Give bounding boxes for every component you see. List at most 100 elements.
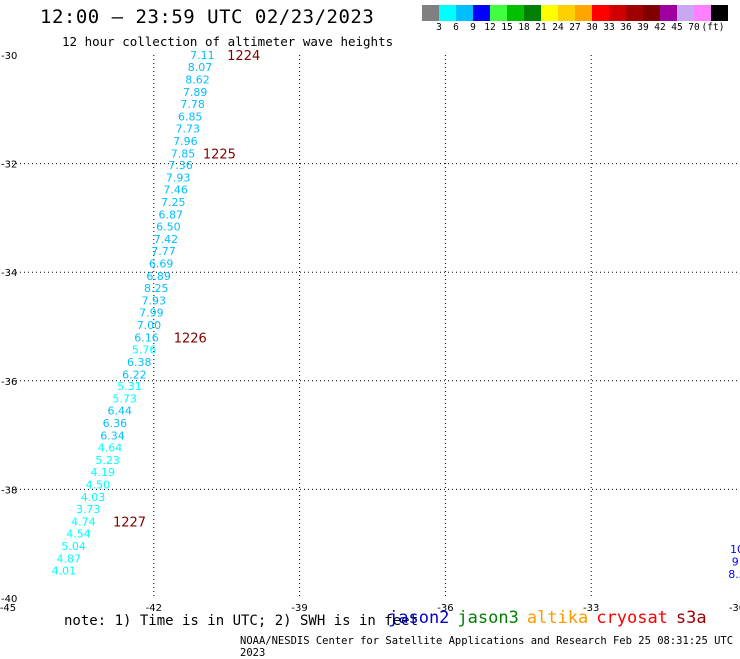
legend-entry-altika: altika: [526, 608, 589, 628]
wave-height-label: 4.54: [66, 527, 91, 540]
wave-height-label: 7.11: [190, 49, 215, 62]
wave-height-label: 4.03: [81, 491, 106, 504]
wave-height-label: 6.16: [134, 331, 159, 344]
color-scale-label: 42: [654, 22, 666, 33]
color-scale-labels: 3 6 9 12 15 18 21 24 27 30 33 36 39 42 45 70 (ft): [422, 22, 740, 34]
wave-height-label: 4.74: [71, 515, 96, 528]
wave-height-label: 5.76: [132, 343, 157, 356]
color-swatch: [711, 5, 728, 21]
color-scale-label: 24: [552, 22, 564, 33]
wave-height-label: 8.25: [144, 282, 169, 295]
color-swatch: [592, 5, 609, 21]
color-scale-label: 6: [453, 22, 459, 33]
color-scale-label: 27: [569, 22, 581, 33]
x-tick-label: -45: [0, 603, 16, 614]
y-tick-label: -38: [1, 485, 17, 496]
wave-height-label: 6.69: [149, 258, 174, 271]
color-scale-label: 9: [470, 22, 476, 33]
y-tick-label: -32: [1, 160, 17, 171]
wave-height-label: 8.62: [185, 73, 210, 86]
legend-entry-jason2: jason2: [388, 608, 450, 628]
wave-height-label: 6.22: [122, 368, 147, 381]
wave-height-label: 7.89: [183, 86, 208, 99]
wave-height-label: 7.25: [161, 196, 186, 209]
credit-line: NOAA/NESDIS Center for Satellite Applica…: [240, 635, 734, 659]
units-note: note: 1) Time is in UTC; 2) SWH is in fe…: [64, 613, 419, 629]
wave-height-label: 6.38: [127, 356, 152, 369]
x-tick-label: -30: [729, 603, 740, 614]
color-swatch: [422, 5, 439, 21]
wave-height-label: 7.99: [139, 306, 164, 319]
color-swatch: [456, 5, 473, 21]
color-scale-unit: (ft): [701, 22, 725, 33]
wave-height-label: 10: [730, 543, 740, 556]
color-scale-label: 30: [586, 22, 598, 33]
wave-height-label: 7.00: [137, 319, 162, 332]
color-scale-label: 33: [603, 22, 615, 33]
color-swatch: [541, 5, 558, 21]
chart-subtitle: 12 hour collection of altimeter wave hei…: [62, 34, 394, 49]
color-swatch: [660, 5, 677, 21]
color-scale-label: 15: [501, 22, 513, 33]
legend-entry-jason3: jason3: [457, 608, 519, 628]
wave-height-label: 7.78: [180, 98, 205, 111]
wave-height-label: 7.77: [151, 245, 176, 258]
legend-entry-s3a: s3a: [675, 608, 707, 628]
wave-height-label: 6.50: [156, 221, 181, 234]
wave-height-label: 6.89: [146, 270, 171, 283]
color-swatch: [524, 5, 541, 21]
color-swatch: [507, 5, 524, 21]
time-label: 1225: [203, 147, 236, 162]
wave-height-label: 7.42: [154, 233, 179, 246]
color-swatch: [626, 5, 643, 21]
wave-height-label: 6.87: [159, 209, 184, 222]
satellite-legend: jason2 jason3 altika cryosat s3a: [388, 608, 715, 628]
color-swatch: [490, 5, 507, 21]
color-scale-label: 21: [535, 22, 547, 33]
color-scale-label: 36: [620, 22, 632, 33]
color-scale-label: 39: [637, 22, 649, 33]
wave-height-label: 7.46: [163, 184, 188, 197]
color-scale-label: 45: [671, 22, 683, 33]
y-tick-label: -34: [1, 268, 17, 279]
color-scale-label: 12: [484, 22, 496, 33]
wave-height-label: 6.34: [100, 430, 125, 443]
wave-height-label: 5.31: [117, 380, 142, 393]
x-tick-label: -33: [583, 603, 599, 614]
wave-height-label: 6.44: [108, 405, 133, 418]
x-tick-label: -36: [437, 603, 453, 614]
time-label: 1227: [113, 515, 146, 530]
wave-height-label: 5.73: [112, 393, 137, 406]
time-label: 1226: [174, 331, 207, 346]
x-tick-label: -39: [291, 603, 307, 614]
wave-height-label: 4.64: [98, 442, 123, 455]
wave-height-label: 7.96: [173, 135, 198, 148]
wave-height-label: 8.07: [188, 61, 213, 74]
wave-height-label: 7.73: [176, 122, 201, 135]
wave-height-label: 6.36: [103, 417, 128, 430]
color-scale-bar: [422, 5, 728, 21]
color-swatch: [473, 5, 490, 21]
color-scale-label: 70: [688, 22, 700, 33]
wave-height-label: 5.04: [61, 540, 86, 553]
wave-height-label: 8.5: [728, 568, 740, 581]
color-swatch: [558, 5, 575, 21]
wave-height-label: 7.93: [142, 294, 167, 307]
wave-height-label: 5.23: [95, 454, 120, 467]
chart-title: 12:00 – 23:59 UTC 02/23/2023: [40, 6, 375, 28]
color-swatch: [609, 5, 626, 21]
y-tick-label: -40: [1, 594, 17, 605]
color-swatch: [439, 5, 456, 21]
wave-height-label: 4.50: [86, 479, 111, 492]
wave-height-label: 4.19: [91, 466, 116, 479]
wave-height-label: 7.93: [166, 172, 191, 185]
x-tick-label: -42: [146, 603, 162, 614]
wave-height-label: 7.36: [168, 159, 193, 172]
color-scale-label: 3: [436, 22, 442, 33]
color-swatch: [575, 5, 592, 21]
color-scale-label: 18: [518, 22, 530, 33]
time-label: 1224: [227, 49, 260, 64]
legend-entry-cryosat: cryosat: [596, 608, 668, 628]
wave-height-label: 3.73: [76, 503, 101, 516]
